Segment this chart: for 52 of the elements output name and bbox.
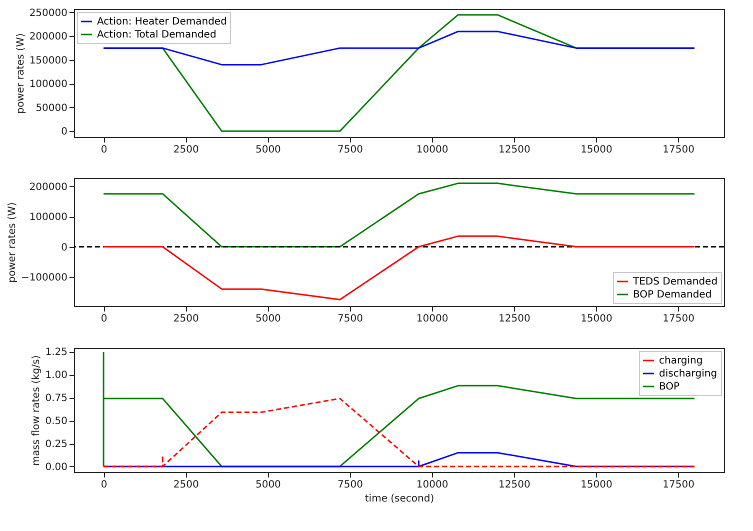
x-tick-label: 12500: [498, 144, 530, 156]
legend-label: Action: Heater Demanded: [97, 16, 227, 28]
y-tick-label: 0.50: [45, 416, 68, 428]
x-tick-label: 17500: [662, 144, 694, 156]
y-tick-label: 0: [61, 126, 68, 138]
x-tick-label: 12500: [498, 480, 530, 490]
y-tick-label: 200000: [29, 32, 68, 43]
x-tick-label: 15000: [580, 144, 612, 156]
y-tick-label: −100000: [20, 272, 68, 284]
x-tick-label: 0: [100, 314, 108, 324]
y-axis-title: mass flow rates (kg/s): [31, 355, 42, 466]
x-tick-label: 7500: [338, 480, 363, 490]
x-tick-label: 17500: [662, 480, 694, 490]
x-axis-title: time (second): [364, 494, 434, 504]
legend-label: BOP Demanded: [633, 290, 712, 300]
legend-label: Action: Total Demanded: [97, 30, 216, 40]
y-axis-title: power rates (W): [6, 202, 18, 283]
y-tick-label: 100000: [29, 212, 68, 224]
y-tick-label: 50000: [36, 102, 68, 114]
x-tick-label: 0: [100, 480, 108, 490]
x-tick-label: 0: [100, 144, 108, 156]
x-tick-label: 2500: [173, 480, 199, 490]
y-tick-label: 0.75: [45, 393, 68, 404]
x-tick-label: 15000: [580, 480, 612, 490]
y-tick-label: 0.25: [45, 439, 68, 450]
x-tick-label: 15000: [580, 314, 612, 324]
y-axis-title: power rates (W): [15, 33, 26, 114]
y-tick-label: 0: [61, 242, 68, 254]
x-tick-label: 5000: [255, 144, 281, 156]
x-tick-label: 12500: [498, 314, 530, 324]
line-series: [102, 398, 696, 468]
legend-label: BOP: [659, 382, 680, 392]
x-tick-label: 5000: [255, 480, 281, 490]
x-tick-label: 2500: [173, 314, 199, 324]
x-tick-label: 10000: [416, 314, 448, 324]
legend-label: discharging: [659, 368, 718, 380]
y-tick-label: 250000: [29, 8, 68, 19]
y-tick-label: 0.00: [45, 462, 68, 473]
legend-label: TEDS Demanded: [632, 276, 718, 288]
x-tick-label: 5000: [255, 314, 281, 324]
x-tick-label: 7500: [338, 144, 363, 156]
x-tick-label: 10000: [416, 480, 448, 490]
x-tick-label: 17500: [662, 314, 694, 324]
x-tick-label: 2500: [173, 144, 199, 156]
y-tick-label: 200000: [29, 182, 68, 193]
x-tick-label: 10000: [416, 144, 448, 156]
y-tick-label: 150000: [29, 55, 68, 66]
y-tick-label: 100000: [29, 79, 68, 90]
legend-label: charging: [659, 356, 703, 366]
x-tick-label: 7500: [338, 314, 363, 324]
y-tick-label: 1.25: [45, 347, 68, 358]
y-tick-label: 1.00: [45, 370, 68, 382]
